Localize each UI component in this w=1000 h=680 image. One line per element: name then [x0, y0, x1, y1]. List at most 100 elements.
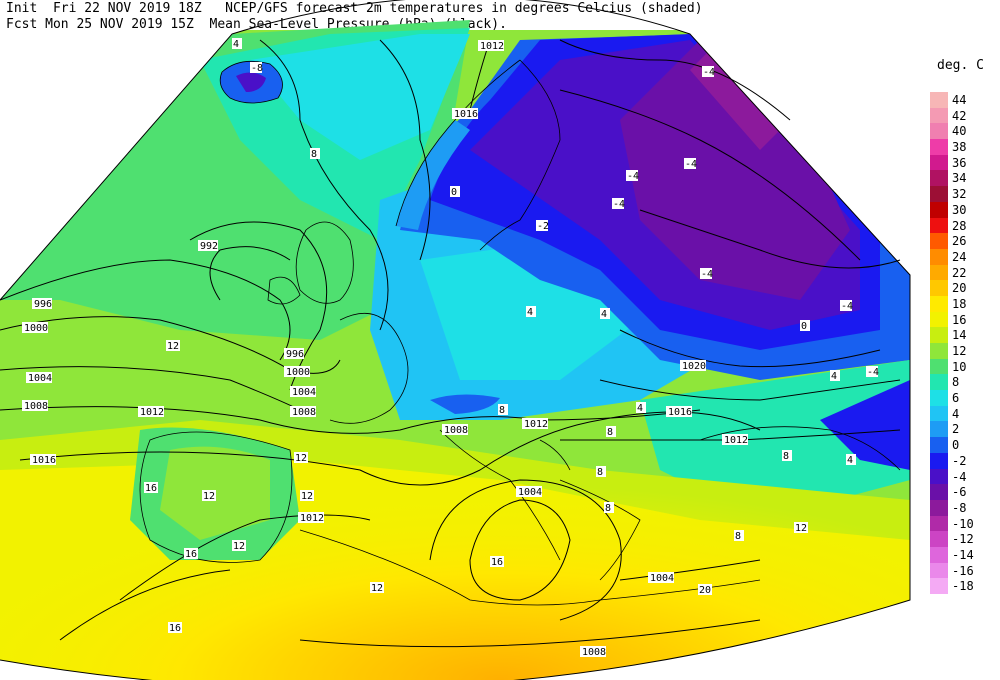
- legend-item: -14: [930, 546, 994, 563]
- svg-text:1016: 1016: [32, 455, 56, 466]
- legend-value: 18: [952, 296, 967, 311]
- isobar-label: 1012: [522, 418, 548, 430]
- legend-value: -12: [952, 532, 974, 547]
- header-line-1: Init Fri 22 NOV 2019 18Z NCEP/GFS foreca…: [6, 1, 703, 16]
- temp-label: 4: [526, 306, 536, 318]
- svg-text:8: 8: [311, 149, 317, 160]
- isobar-label: 1008: [22, 400, 48, 412]
- legend-value: 4: [952, 406, 960, 421]
- legend-swatch: [930, 264, 948, 281]
- temp-label: 8: [604, 502, 614, 514]
- isobar-label: 996: [32, 298, 52, 310]
- temp-label: -4: [700, 268, 713, 280]
- svg-text:8: 8: [605, 503, 611, 514]
- legend-value: 6: [952, 391, 960, 406]
- legend-value: 34: [952, 171, 967, 186]
- legend-item: 22: [930, 264, 994, 281]
- legend-swatch: [930, 170, 948, 187]
- isobar-label: 1012: [138, 406, 164, 418]
- legend-title: deg. C: [937, 58, 984, 73]
- color-legend: 44 42 40 38 36 34 32 30 28 26 24 22 20 18 16 14 12 10 8 6 4 2…: [930, 92, 994, 594]
- svg-text:12: 12: [795, 523, 807, 534]
- svg-text:8: 8: [499, 405, 505, 416]
- legend-item: 32: [930, 186, 994, 202]
- svg-text:8: 8: [735, 531, 741, 542]
- legend-swatch: [930, 374, 948, 391]
- legend-value: 30: [952, 202, 967, 217]
- svg-text:-2: -2: [537, 221, 549, 232]
- legend-value: 12: [952, 344, 967, 358]
- temp-label: 8: [498, 404, 508, 416]
- isobar-label: 1004: [516, 486, 542, 498]
- temp-label: 12: [166, 340, 180, 352]
- temp-label: 16: [144, 482, 158, 494]
- svg-text:12: 12: [295, 453, 307, 464]
- svg-text:996: 996: [286, 349, 304, 360]
- svg-text:1020: 1020: [682, 361, 706, 372]
- legend-value: 14: [952, 328, 967, 343]
- svg-text:-4: -4: [685, 159, 697, 170]
- svg-text:1004: 1004: [650, 573, 674, 584]
- legend-item: 40: [930, 123, 994, 140]
- legend-value: 22: [952, 265, 967, 280]
- legend-value: 42: [952, 108, 967, 123]
- svg-text:1016: 1016: [454, 109, 478, 120]
- temp-label: 4: [232, 38, 242, 50]
- isobar-label: 1016: [666, 406, 692, 418]
- legend-item: 10: [930, 358, 994, 375]
- legend-value: 28: [952, 218, 967, 233]
- temp-label: -4: [684, 158, 697, 170]
- legend-value: -16: [952, 563, 974, 578]
- legend-item: 44: [930, 92, 994, 108]
- svg-text:4: 4: [847, 455, 853, 466]
- svg-text:1004: 1004: [518, 487, 542, 498]
- temp-label: -8: [250, 62, 263, 74]
- svg-text:-4: -4: [701, 269, 713, 280]
- isobar-label: 1000: [284, 366, 310, 378]
- legend-item: 4: [930, 405, 994, 422]
- legend-swatch: [930, 201, 948, 218]
- temp-label: 16: [168, 622, 182, 634]
- temp-label: 12: [232, 540, 246, 552]
- svg-text:1012: 1012: [724, 435, 748, 446]
- legend-swatch: [930, 280, 948, 296]
- temp-label: 8: [596, 466, 606, 478]
- temp-label: -4: [626, 170, 639, 182]
- legend-value: 38: [952, 140, 967, 155]
- legend-swatch: [930, 390, 948, 406]
- legend-swatch: [930, 186, 948, 202]
- legend-value: 0: [952, 438, 960, 453]
- svg-text:1004: 1004: [28, 373, 52, 384]
- projection-boundary: [0, 0, 911, 680]
- temp-label: 8: [606, 426, 616, 438]
- temp-label: 4: [846, 454, 856, 466]
- temp-label: 16: [184, 548, 198, 560]
- svg-text:1008: 1008: [24, 401, 48, 412]
- legend-item: 8: [930, 374, 994, 391]
- legend-value: 8: [952, 375, 960, 390]
- svg-text:12: 12: [203, 491, 215, 502]
- legend-item: 0: [930, 437, 994, 453]
- legend-swatch: [930, 452, 948, 469]
- legend-value: 2: [952, 422, 960, 437]
- temp-label: 12: [202, 490, 216, 502]
- legend-item: 12: [930, 343, 994, 359]
- legend-item: 2: [930, 421, 994, 438]
- legend-swatch: [930, 295, 948, 312]
- svg-text:0: 0: [801, 321, 807, 332]
- isobar-label: 1016: [452, 108, 478, 120]
- temp-label: 4: [830, 370, 840, 382]
- temp-label: 4: [600, 308, 610, 320]
- isobar-label: 1004: [26, 372, 52, 384]
- svg-text:16: 16: [491, 557, 503, 568]
- legend-item: -8: [930, 499, 994, 516]
- legend-item: 6: [930, 390, 994, 406]
- svg-text:1016: 1016: [668, 407, 692, 418]
- temp-label: -2: [536, 220, 549, 232]
- legend-value: -14: [952, 547, 974, 562]
- isobar-labels: 1012 1016 992 996 1000 996 1000 1004 100…: [22, 40, 748, 658]
- legend-swatch: [930, 578, 948, 594]
- isobar-label: 1020: [680, 360, 706, 372]
- svg-text:1000: 1000: [24, 323, 48, 334]
